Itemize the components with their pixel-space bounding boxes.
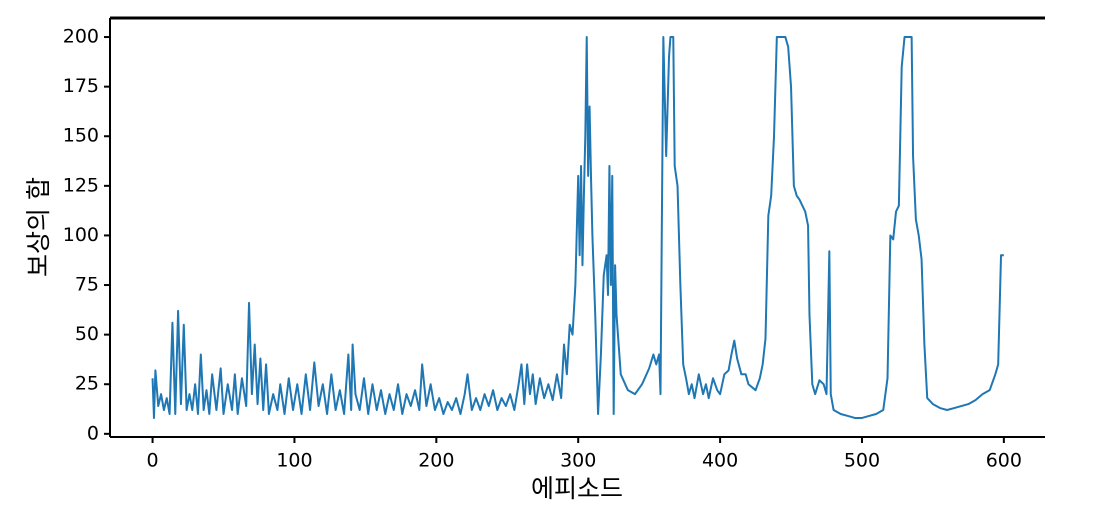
x-tick-label: 500 (844, 450, 880, 472)
y-tick-label: 25 (75, 373, 99, 395)
y-tick-label: 75 (75, 274, 99, 296)
x-tick-label: 0 (147, 450, 159, 472)
x-tick-label: 200 (418, 450, 454, 472)
x-tick-label: 100 (276, 450, 312, 472)
data-line (151, 36, 1004, 419)
y-tick-label: 100 (63, 224, 99, 246)
x-tick-label: 400 (702, 450, 738, 472)
y-tick-label: 150 (63, 125, 99, 147)
y-tick-label: 200 (63, 26, 99, 48)
x-tick-label: 600 (986, 450, 1022, 472)
y-tick-label: 50 (75, 323, 99, 345)
y-tick-label: 125 (63, 174, 99, 196)
y-axis-label: 보상의 합 (24, 177, 53, 277)
y-tick-label: 0 (87, 422, 99, 444)
x-tick-label: 300 (560, 450, 596, 472)
x-axis-label: 에피소드 (531, 474, 623, 503)
y-tick-label: 175 (63, 75, 99, 97)
